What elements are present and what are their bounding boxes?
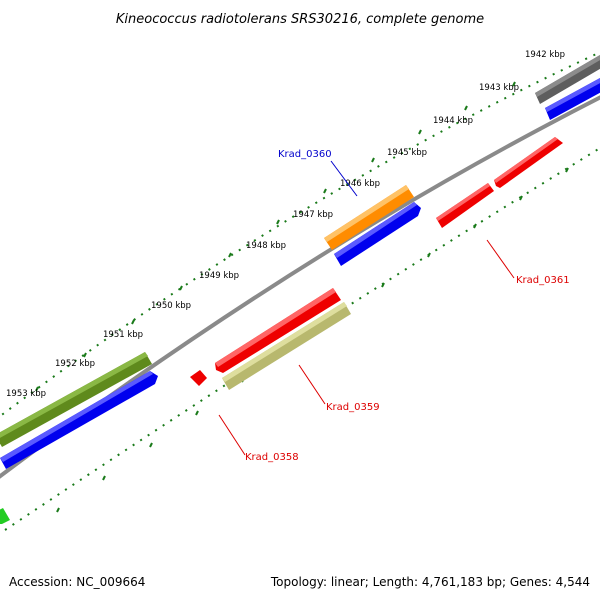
label-krad-0360[interactable]: Krad_0360 — [278, 149, 332, 160]
gene-gray-top-right-highlight — [535, 55, 600, 97]
gene-red-krad-0359-highlight — [215, 288, 336, 367]
gene-green-bottom-left[interactable] — [0, 508, 10, 524]
gene-orange-krad-0360-highlight — [324, 185, 409, 242]
leader-lines — [218, 160, 515, 456]
leader-krad-0361 — [486, 239, 515, 279]
gene-red-krad-0359[interactable] — [215, 288, 341, 373]
gene-blue-top-right-highlight — [545, 78, 600, 112]
gene-blue-left-highlight — [0, 371, 153, 462]
gene-blue-middle-highlight — [334, 202, 417, 258]
gene-red-right-1[interactable] — [494, 137, 563, 188]
tick-label: 1949 kbp — [199, 271, 239, 281]
genome-title: Kineococcus radiotolerans SRS30216, comp… — [116, 12, 484, 27]
tick-label: 1948 kbp — [246, 241, 286, 251]
label-krad-0359[interactable]: Krad_0359 — [326, 402, 380, 413]
gene-red-right-2[interactable] — [436, 183, 494, 228]
gene-olive-left-highlight — [0, 352, 148, 438]
tick-label: 1951 kbp — [103, 330, 143, 340]
gene-olive-left[interactable] — [0, 352, 152, 447]
gene-blue-middle[interactable] — [334, 202, 421, 266]
leader-krad-0358 — [218, 414, 246, 456]
tick-label: 1947 kbp — [293, 210, 333, 220]
label-krad-0358[interactable]: Krad_0358 — [245, 452, 299, 463]
leader-krad-0359 — [298, 364, 326, 405]
tick-label: 1943 kbp — [479, 83, 519, 93]
gene-red-right-2-highlight — [436, 183, 490, 221]
tick-label: 1942 kbp — [525, 50, 565, 60]
gene-red-krad-0358[interactable] — [190, 370, 207, 386]
leader-krad-0360 — [330, 160, 358, 197]
gene-blue-left[interactable] — [0, 371, 158, 469]
accession-text: Accession: NC_009664 — [9, 575, 145, 589]
tick-labels: 1942 kbp 1943 kbp 1944 kbp 1945 kbp 1946… — [6, 50, 565, 399]
tick-label: 1946 kbp — [340, 179, 380, 189]
outer-tick-ring — [0, 51, 600, 418]
gene-orange-krad-0360[interactable] — [324, 185, 414, 250]
label-krad-0361[interactable]: Krad_0361 — [516, 275, 570, 286]
outer-major-ticks — [35, 81, 516, 392]
gene-khaki[interactable] — [222, 302, 351, 390]
tick-label: 1953 kbp — [6, 389, 46, 399]
gene-red-right-1-highlight — [494, 137, 558, 183]
gene-features — [0, 55, 600, 524]
tick-label: 1944 kbp — [433, 116, 473, 126]
tick-label: 1952 kbp — [55, 359, 95, 369]
gene-khaki-highlight — [222, 302, 347, 382]
tick-label: 1945 kbp — [387, 148, 427, 158]
tick-label: 1950 kbp — [151, 301, 191, 311]
topology-text: Topology: linear; Length: 4,761,183 bp; … — [270, 575, 590, 589]
